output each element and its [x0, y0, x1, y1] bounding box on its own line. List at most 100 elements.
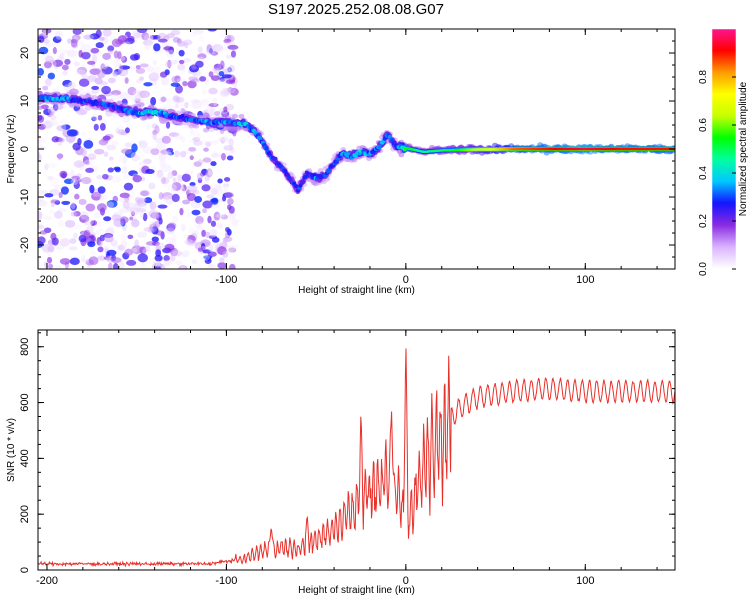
noise-blob [144, 44, 150, 50]
noise-blob [146, 66, 153, 72]
noise-blob [165, 151, 172, 158]
noise-blob [72, 143, 80, 151]
noise-blob [114, 51, 119, 59]
noise-blob [216, 214, 225, 218]
noise-blob [71, 178, 78, 185]
noise-blob [71, 39, 77, 47]
noise-blob [209, 71, 214, 77]
noise-blob [44, 216, 53, 220]
noise-blob [108, 167, 114, 172]
noise-blob [127, 235, 133, 239]
noise-blob [182, 81, 187, 86]
noise-blob [55, 265, 61, 272]
noise-blob [206, 106, 213, 114]
noise-blob [227, 198, 234, 205]
noise-blob [172, 216, 178, 223]
noise-blob [54, 184, 62, 191]
noise-blob [167, 184, 177, 191]
colorbar-tick-label: 0.0 [698, 262, 709, 276]
ridge-core [265, 146, 269, 150]
noise-blob [58, 138, 65, 143]
noise-blob [173, 177, 177, 183]
noise-blob [58, 220, 64, 227]
noise-blob [119, 65, 123, 74]
noise-blob [123, 175, 130, 180]
noise-blob [137, 231, 147, 238]
noise-blob [97, 71, 105, 79]
noise-blob [172, 194, 180, 202]
noise-blob [119, 261, 125, 269]
noise-blob [211, 221, 216, 227]
y-tick-label: 20 [19, 47, 31, 59]
noise-blob [115, 167, 121, 172]
noise-blob [74, 224, 81, 230]
x-tick-label: -100 [215, 274, 237, 286]
noise-blob [196, 133, 201, 140]
noise-blob [101, 86, 111, 94]
noise-blob [156, 261, 160, 268]
noise-blob [166, 122, 170, 129]
noise-blob [81, 177, 91, 184]
noise-blob [148, 183, 155, 190]
noise-blob [102, 53, 111, 60]
colorbar-tick-label: 0.4 [698, 166, 709, 180]
noise-blob [210, 229, 216, 236]
noise-blob [104, 234, 114, 242]
noise-blob [34, 106, 44, 110]
noise-blob [210, 161, 216, 166]
colorbar-tick-label: 0.8 [698, 70, 709, 84]
noise-blob [35, 211, 43, 220]
noise-blob [187, 212, 192, 217]
noise-blob [223, 145, 233, 151]
noise-blob [179, 208, 183, 216]
noise-blob [113, 263, 118, 271]
noise-blob [146, 125, 151, 130]
ridge-halo [214, 111, 220, 116]
noise-blob [71, 202, 76, 209]
noise-blob [100, 123, 106, 131]
noise-blob [182, 174, 191, 182]
noise-blob [183, 234, 189, 238]
noise-blob [180, 67, 185, 75]
noise-blob [190, 155, 194, 160]
noise-blob [145, 169, 154, 174]
noise-blob [85, 168, 94, 173]
noise-blob [159, 217, 163, 224]
noise-blob [159, 158, 166, 165]
noise-blob [224, 177, 230, 182]
noise-blob [153, 43, 160, 51]
noise-blob [70, 169, 74, 176]
noise-blob [134, 239, 139, 248]
noise-blob [179, 60, 184, 64]
noise-blob [73, 233, 78, 239]
noise-blob [172, 250, 182, 256]
noise-blob [192, 210, 201, 216]
noise-blob [199, 36, 204, 42]
noise-blob [62, 65, 69, 71]
noise-blob [99, 196, 104, 201]
noise-blob [223, 106, 227, 112]
noise-blob [64, 84, 69, 92]
noise-blob [179, 50, 185, 57]
noise-blob [111, 140, 118, 145]
noise-blob [87, 75, 97, 82]
noise-blob [152, 213, 159, 219]
noise-blob [112, 39, 122, 48]
noise-blob [98, 115, 102, 121]
noise-blob [97, 203, 107, 212]
noise-blob [118, 129, 126, 135]
noise-blob [125, 142, 133, 147]
noise-blob [119, 198, 129, 202]
noise-blob [199, 76, 206, 82]
ridge-core [335, 160, 339, 164]
y-tick-label: 0 [19, 146, 31, 152]
noise-blob [171, 83, 180, 87]
noise-blob [194, 196, 202, 203]
noise-blob [174, 151, 179, 158]
noise-blob [217, 179, 222, 184]
noise-blob [74, 160, 85, 168]
noise-blob [102, 174, 109, 180]
noise-blob [98, 186, 106, 193]
noise-blob [155, 255, 163, 262]
spectrogram-heatmap [34, 26, 678, 272]
